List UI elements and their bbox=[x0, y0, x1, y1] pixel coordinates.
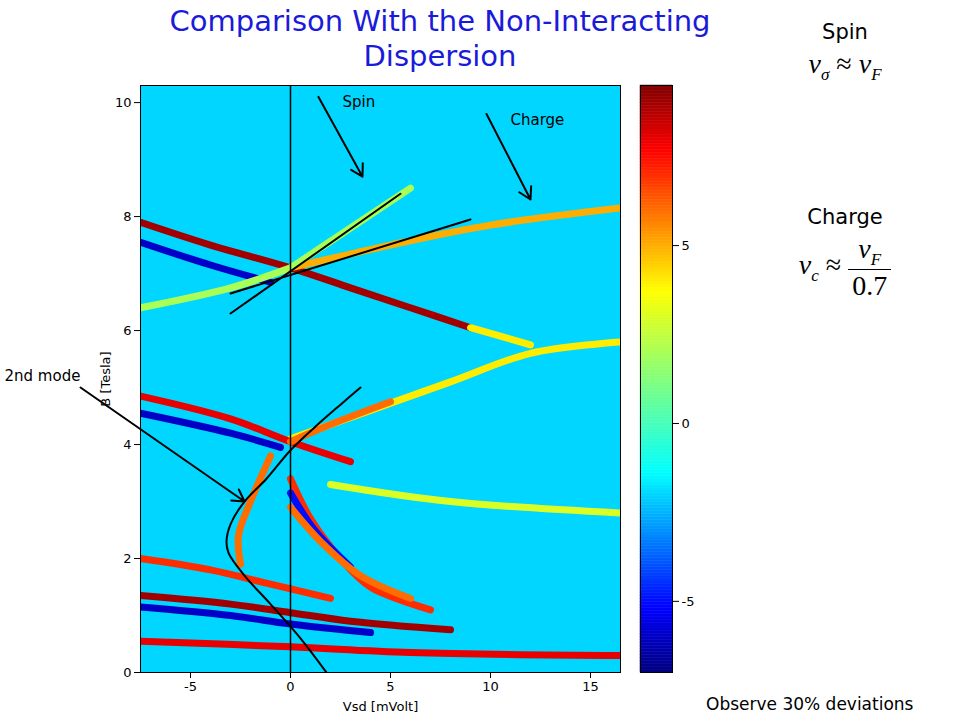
svg-text:2: 2 bbox=[123, 551, 131, 566]
svg-text:Spin: Spin bbox=[343, 93, 376, 111]
html-text:Comparison With the Non-Intera: Comparison With the Non-Interacting Disp… bbox=[169, 4, 711, 73]
html-text:Charge: Charge bbox=[807, 204, 883, 229]
svg-text:Vsd [mVolt]: Vsd [mVolt] bbox=[343, 699, 418, 714]
html-text:vc≈ vF: vc≈ vF bbox=[798, 232, 882, 285]
svg-text:5: 5 bbox=[386, 679, 394, 694]
svg-text:0: 0 bbox=[286, 679, 294, 694]
svg-text:-5: -5 bbox=[682, 594, 695, 609]
svg-text:10: 10 bbox=[115, 95, 132, 110]
html-text:Observe 30% deviations: Observe 30% deviations bbox=[706, 694, 914, 714]
svg-text:Charge: Charge bbox=[511, 110, 565, 128]
svg-text:15: 15 bbox=[582, 679, 599, 694]
svg-text:10: 10 bbox=[482, 679, 499, 694]
svg-text:0: 0 bbox=[682, 416, 690, 431]
svg-text:-5: -5 bbox=[184, 679, 197, 694]
svg-text:5: 5 bbox=[682, 238, 690, 253]
html-text:0.7: 0.7 bbox=[852, 270, 888, 302]
svg-text:6: 6 bbox=[123, 323, 131, 338]
svg-text:2nd mode: 2nd mode bbox=[5, 367, 81, 385]
html-text:vσ≈ vF: vσ≈ vF bbox=[808, 48, 882, 84]
svg-text:4: 4 bbox=[123, 437, 131, 452]
svg-text:0: 0 bbox=[123, 665, 131, 680]
svg-text:8: 8 bbox=[123, 209, 131, 224]
html-text:Spin: Spin bbox=[822, 20, 868, 44]
svg-text:B [Tesla]: B [Tesla] bbox=[98, 351, 113, 406]
